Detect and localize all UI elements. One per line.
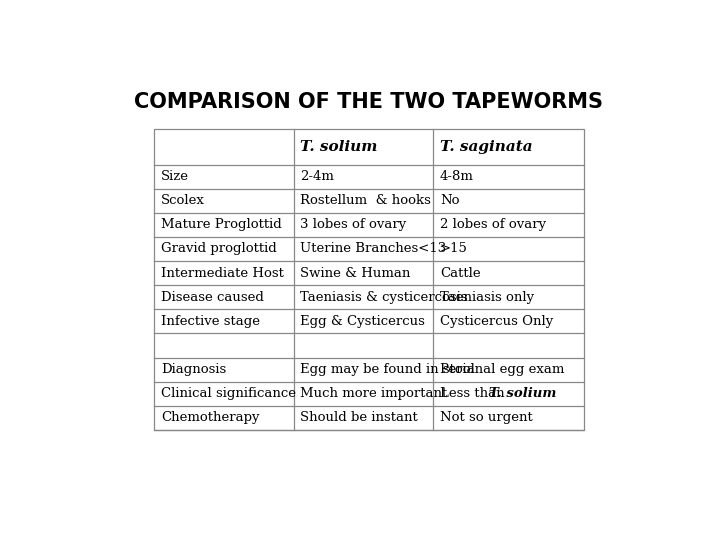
Text: Rostellum  & hooks: Rostellum & hooks bbox=[300, 194, 431, 207]
Text: Not so urgent: Not so urgent bbox=[440, 411, 533, 424]
Text: T. saginata: T. saginata bbox=[440, 140, 533, 154]
Text: Infective stage: Infective stage bbox=[161, 315, 260, 328]
Text: Intermediate Host: Intermediate Host bbox=[161, 267, 284, 280]
Text: >15: >15 bbox=[440, 242, 468, 255]
Text: Diagnosis: Diagnosis bbox=[161, 363, 226, 376]
Text: 2-4m: 2-4m bbox=[300, 170, 334, 183]
Text: COMPARISON OF THE TWO TAPEWORMS: COMPARISON OF THE TWO TAPEWORMS bbox=[135, 92, 603, 112]
Text: Size: Size bbox=[161, 170, 189, 183]
Text: Clinical significance: Clinical significance bbox=[161, 387, 296, 400]
Text: Chemotherapy: Chemotherapy bbox=[161, 411, 259, 424]
Text: Uterine Branches<13: Uterine Branches<13 bbox=[300, 242, 446, 255]
Text: 2 lobes of ovary: 2 lobes of ovary bbox=[440, 218, 546, 231]
Text: 4-8m: 4-8m bbox=[440, 170, 474, 183]
Bar bbox=[154, 129, 584, 430]
Text: Egg may be found in stool: Egg may be found in stool bbox=[300, 363, 475, 376]
Text: Gravid proglottid: Gravid proglottid bbox=[161, 242, 276, 255]
Text: Taeniasis & cysticercosis: Taeniasis & cysticercosis bbox=[300, 291, 468, 303]
Text: Much more important: Much more important bbox=[300, 387, 448, 400]
Text: Swine & Human: Swine & Human bbox=[300, 267, 410, 280]
Text: Scolex: Scolex bbox=[161, 194, 204, 207]
Text: No: No bbox=[440, 194, 459, 207]
Text: Mature Proglottid: Mature Proglottid bbox=[161, 218, 282, 231]
Text: Taeniasis only: Taeniasis only bbox=[440, 291, 534, 303]
Text: Should be instant: Should be instant bbox=[300, 411, 418, 424]
Text: Less than: Less than bbox=[440, 387, 509, 400]
Text: T. solium: T. solium bbox=[489, 387, 557, 400]
Text: 3 lobes of ovary: 3 lobes of ovary bbox=[300, 218, 407, 231]
Text: T. solium: T. solium bbox=[300, 140, 378, 154]
Text: Egg & Cysticercus: Egg & Cysticercus bbox=[300, 315, 426, 328]
Text: Disease caused: Disease caused bbox=[161, 291, 264, 303]
Text: Cysticercus Only: Cysticercus Only bbox=[440, 315, 553, 328]
Text: Perianal egg exam: Perianal egg exam bbox=[440, 363, 564, 376]
Text: Cattle: Cattle bbox=[440, 267, 480, 280]
